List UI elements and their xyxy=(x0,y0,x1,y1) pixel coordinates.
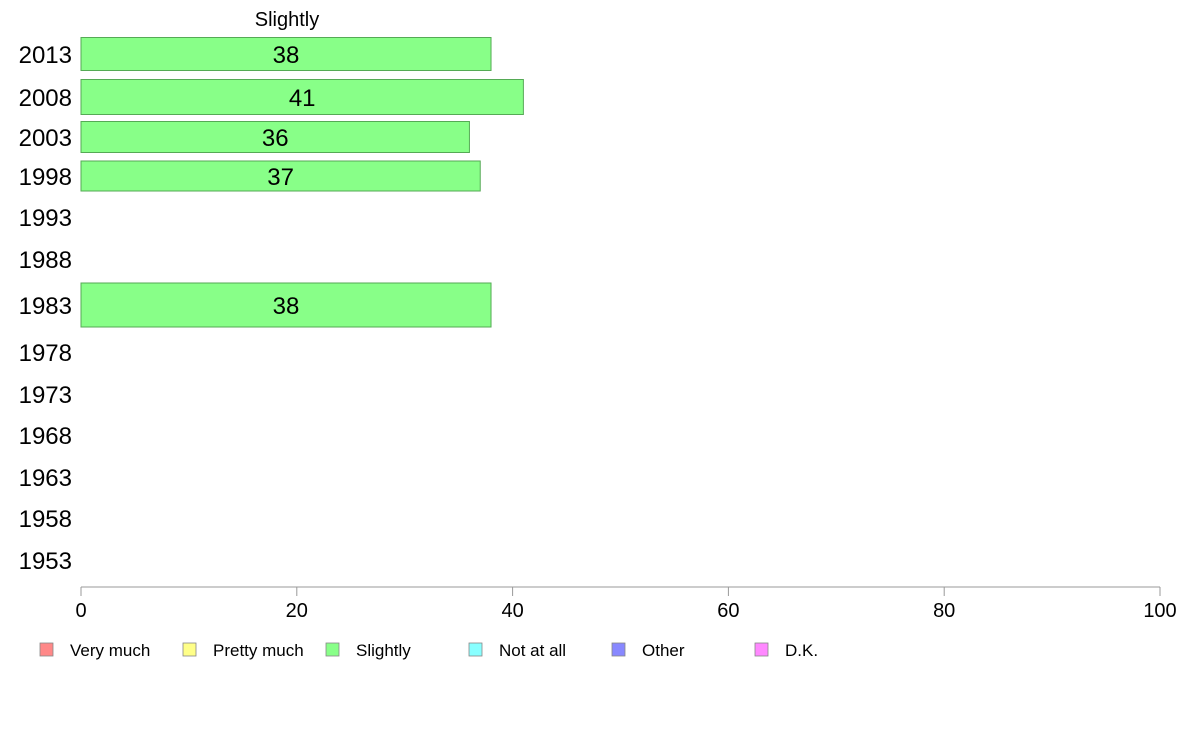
year-label-1963: 1963 xyxy=(19,465,72,492)
legend-swatch-0 xyxy=(39,642,54,657)
series-title: Slightly xyxy=(255,9,319,31)
value-label-2013: 38 xyxy=(273,42,300,69)
year-label-2013: 2013 xyxy=(19,42,72,69)
bar-2003 xyxy=(80,121,470,153)
x-tick-label-60: 60 xyxy=(717,600,739,622)
x-tick-label-100: 100 xyxy=(1143,600,1176,622)
legend-label-1: Pretty much xyxy=(213,641,304,660)
year-label-1983: 1983 xyxy=(19,293,72,320)
bar-1983 xyxy=(80,282,492,328)
year-label-1978: 1978 xyxy=(19,340,72,367)
year-label-1953: 1953 xyxy=(19,548,72,575)
bar-1998 xyxy=(80,160,481,192)
value-label-1983: 38 xyxy=(273,293,300,320)
x-tick-label-40: 40 xyxy=(501,600,523,622)
x-axis-ticks: 0 20 40 60 80 100 xyxy=(75,587,1177,622)
year-label-2003: 2003 xyxy=(19,125,72,152)
legend-label-4: Other xyxy=(642,641,685,660)
bars xyxy=(80,37,524,328)
year-label-1973: 1973 xyxy=(19,382,72,409)
year-label-1988: 1988 xyxy=(19,247,72,274)
year-labels: 2013 2008 2003 1998 1993 1988 1983 1978 1973 1968… xyxy=(19,42,72,575)
legend: Very much Pretty much Slightly Not at all Ot… xyxy=(39,641,818,660)
value-label-2003: 36 xyxy=(262,125,289,152)
year-label-1968: 1968 xyxy=(19,423,72,450)
bar-2013 xyxy=(80,37,492,71)
x-tick-label-20: 20 xyxy=(286,600,308,622)
x-tick-label-80: 80 xyxy=(933,600,955,622)
legend-swatch-4 xyxy=(611,642,626,657)
year-label-1998: 1998 xyxy=(19,164,72,191)
year-label-1958: 1958 xyxy=(19,506,72,533)
x-tick-label-0: 0 xyxy=(75,600,86,622)
legend-label-0: Very much xyxy=(70,641,150,660)
year-label-1993: 1993 xyxy=(19,205,72,232)
legend-label-2: Slightly xyxy=(356,641,411,660)
bar-2008 xyxy=(80,79,524,115)
legend-swatch-3 xyxy=(468,642,483,657)
value-label-1998: 37 xyxy=(267,164,294,191)
legend-label-5: D.K. xyxy=(785,641,818,660)
legend-label-3: Not at all xyxy=(499,641,566,660)
value-label-2008: 41 xyxy=(289,85,316,112)
year-label-2008: 2008 xyxy=(19,85,72,112)
legend-swatch-5 xyxy=(754,642,769,657)
legend-swatch-2 xyxy=(325,642,340,657)
legend-swatch-1 xyxy=(182,642,197,657)
